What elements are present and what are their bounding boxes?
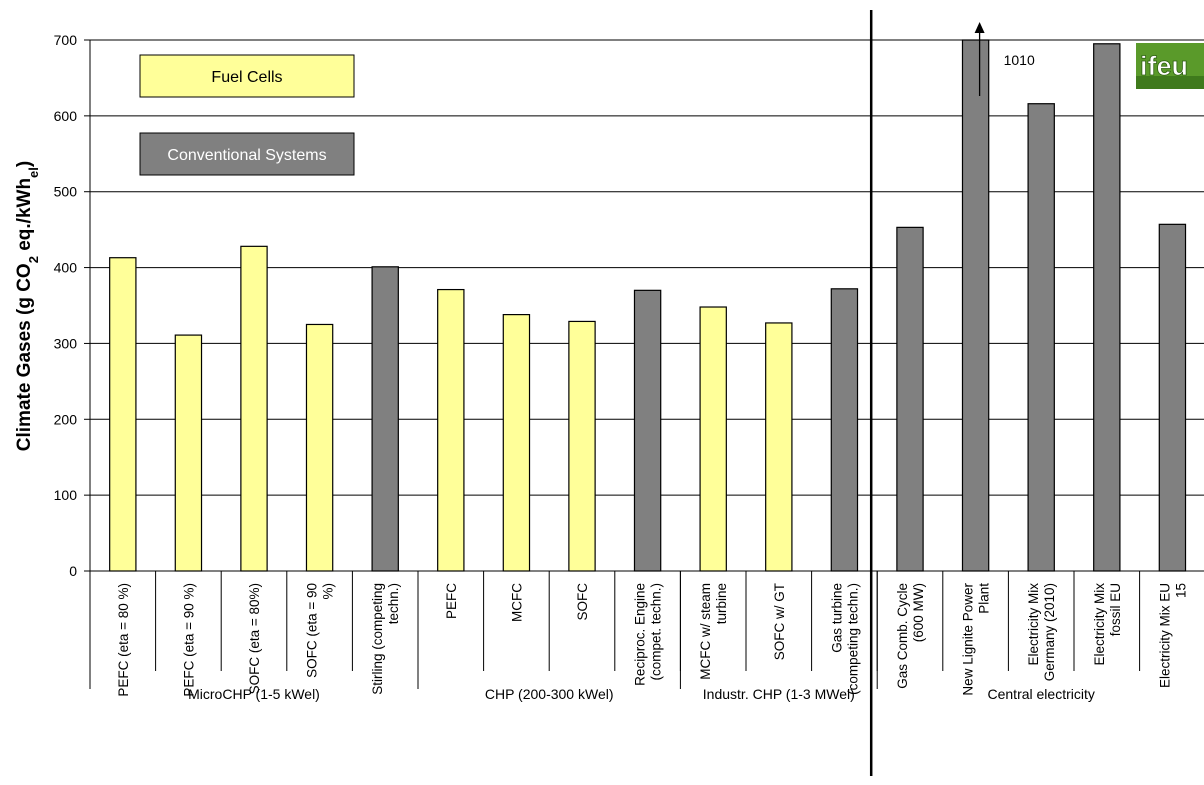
x-category-label: 15 (1173, 583, 1188, 598)
x-category-label: PEFC (eta = 90 %) (181, 583, 196, 697)
bar (896, 226, 924, 572)
x-category-label: New Lignite Power (961, 583, 976, 696)
y-tick-label: 600 (54, 108, 78, 124)
x-category-label: Electricity Mix EU (1157, 583, 1172, 688)
bar (633, 289, 662, 572)
legend-label: Conventional Systems (167, 147, 326, 164)
bar (174, 334, 203, 572)
x-category-label: (compet. techn.) (649, 583, 664, 681)
x-category-label: Reciproc. Engine (633, 583, 648, 686)
x-category-label: turbine (714, 583, 729, 624)
legend-box (139, 132, 355, 176)
x-category-label: SOFC (575, 583, 590, 621)
legend-label: Fuel Cells (211, 69, 282, 86)
bar (371, 266, 399, 572)
x-category-label: Gas turbine (829, 583, 844, 653)
x-category-label: Stirling (competing (370, 583, 385, 695)
x-category-label: MCFC (509, 583, 524, 622)
x-category-label: (competing techn.) (845, 583, 860, 695)
x-category-label: Electricity Mix (1092, 583, 1107, 666)
legend-box (139, 54, 355, 98)
y-axis-title-part: el (26, 167, 41, 178)
bar (109, 257, 137, 572)
bar (961, 39, 990, 572)
bar (765, 322, 793, 572)
y-axis-title: Climate Gases (g CO2 eq./kWhel) (14, 161, 41, 451)
y-axis-title-part: 2 (26, 256, 41, 263)
x-category-label: Gas Comb. Cycle (895, 583, 910, 689)
bar (1093, 43, 1121, 572)
y-tick-label: 300 (54, 335, 78, 351)
logo-text: ifeu (1140, 51, 1188, 81)
bar (1027, 103, 1055, 572)
bar (240, 245, 268, 572)
x-category-label: Electricity Mix (1026, 583, 1041, 666)
bar (502, 314, 531, 572)
y-axis-title-part: eq./kWh (14, 178, 35, 256)
y-axis-title-part: Climate Gases (g CO (14, 263, 35, 451)
overflow-value-label: 1010 (1004, 52, 1035, 68)
logo-band (1136, 76, 1204, 89)
x-category-label: SOFC (eta = 80%) (247, 583, 262, 694)
bar (437, 288, 465, 572)
y-tick-label: 500 (54, 184, 78, 200)
x-category-label: SOFC w/ GT (772, 583, 787, 660)
x-category-label: Plant (977, 583, 992, 614)
x-category-label: fossil EU (1108, 583, 1123, 636)
bar (1158, 223, 1187, 572)
x-category-label: Germany (2010) (1042, 583, 1057, 681)
bar (568, 320, 596, 572)
y-tick-label: 0 (69, 563, 77, 579)
x-category-label: techn.) (386, 583, 401, 624)
bar (699, 306, 727, 572)
x-group-label: Central electricity (988, 686, 1095, 702)
y-axis-title-part: ) (14, 161, 35, 167)
x-group-label: Industr. CHP (1-3 MWel) (703, 686, 855, 702)
bar (305, 323, 334, 572)
x-group-label: MicroCHP (1-5 kWel) (188, 686, 320, 702)
x-category-label: %) (321, 583, 336, 600)
y-tick-label: 400 (54, 260, 78, 276)
x-category-label: PEFC (eta = 80 %) (116, 583, 131, 697)
bar (830, 288, 859, 572)
x-category-label: PEFC (444, 583, 459, 619)
y-tick-label: 100 (54, 487, 78, 503)
overflow-arrow-head (974, 22, 985, 33)
x-category-label: (600 MW) (911, 583, 926, 642)
x-group-label: CHP (200-300 kWel) (485, 686, 614, 702)
x-category-label: MCFC w/ steam (698, 583, 713, 680)
y-tick-label: 200 (54, 411, 78, 427)
y-tick-label: 700 (54, 32, 78, 48)
x-category-label: SOFC (eta = 90 (305, 583, 320, 678)
